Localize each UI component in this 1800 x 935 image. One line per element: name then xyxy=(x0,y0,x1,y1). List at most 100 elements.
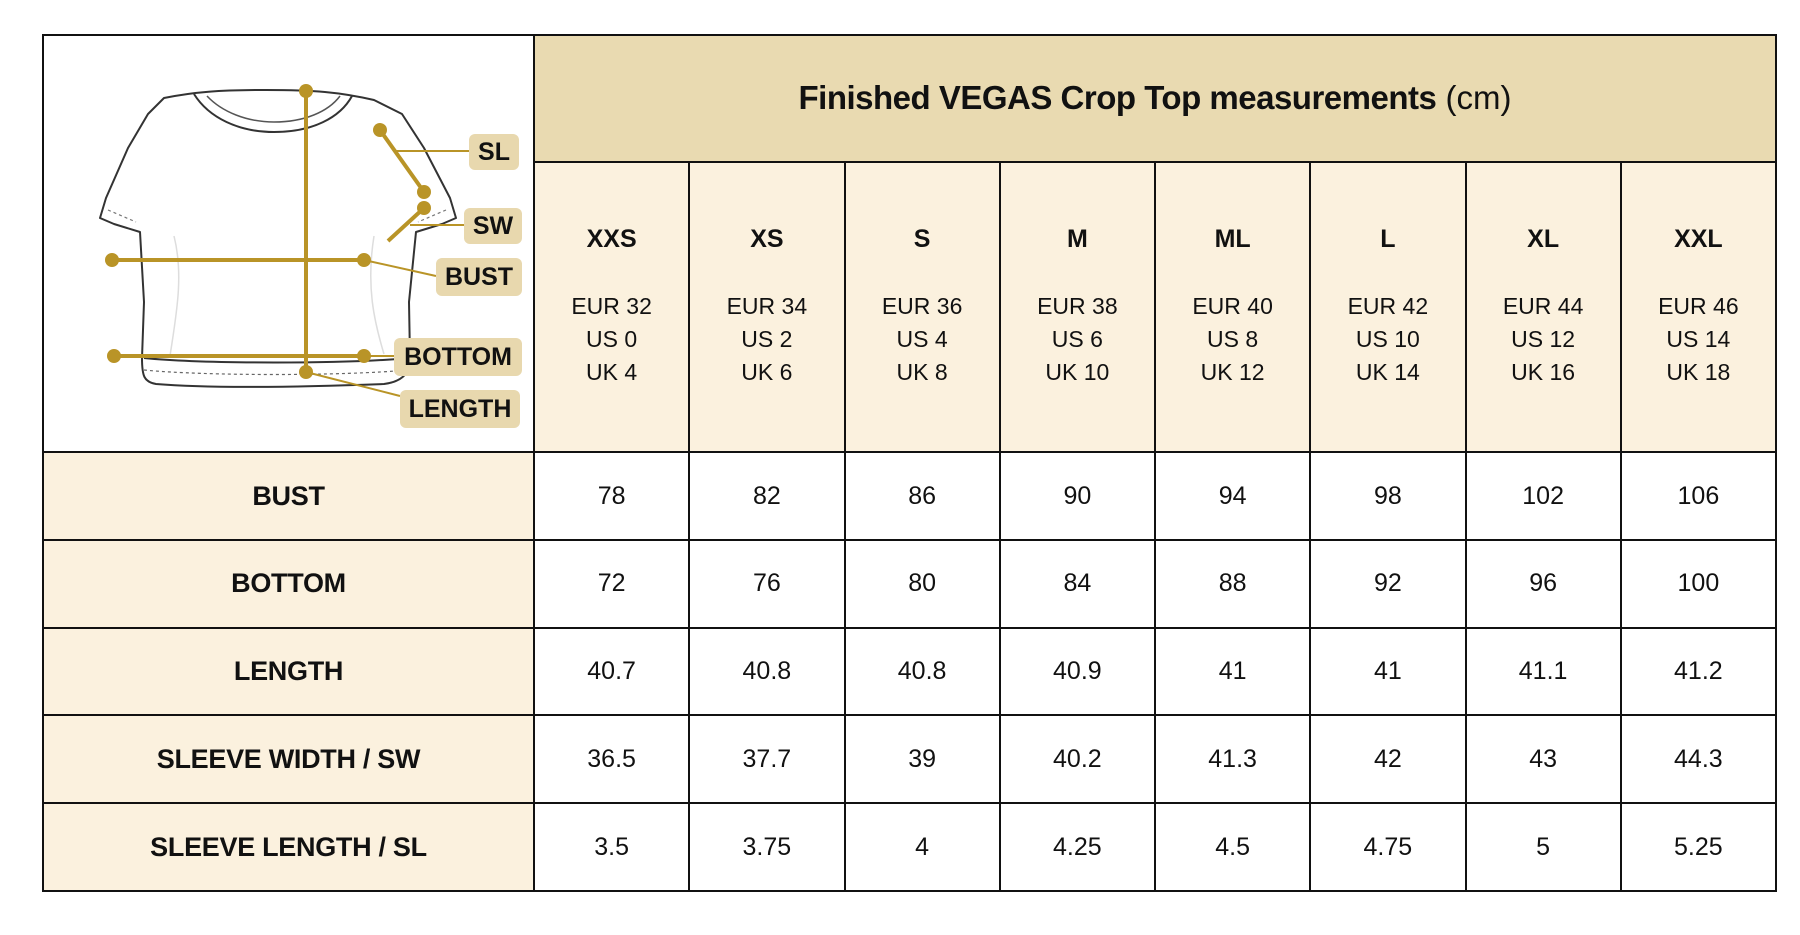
row-sleeve-width: SLEEVE WIDTH / SW 36.5 37.7 39 40.2 41.3… xyxy=(42,714,1778,805)
svg-text:BUST: BUST xyxy=(445,263,513,291)
table-cell: 36.5 xyxy=(532,714,691,805)
size-header-row: XXS EUR 32 US 0 UK 4 XS EUR 34 US 2 UK 6… xyxy=(43,160,1778,454)
table-cell: 39 xyxy=(843,714,1001,805)
size-eur: EUR 32 xyxy=(571,292,652,319)
size-name: ML xyxy=(1214,224,1251,253)
size-column-m: M EUR 38 US 6 UK 10 xyxy=(998,160,1157,454)
tag-length: LENGTH xyxy=(400,390,520,428)
tag-bottom: BOTTOM xyxy=(394,338,522,376)
size-us: US 2 xyxy=(741,325,793,352)
svg-text:SW: SW xyxy=(473,212,514,240)
size-eur: EUR 40 xyxy=(1192,292,1273,319)
table-cell: 40.2 xyxy=(998,714,1157,805)
table-cell: 106 xyxy=(1619,451,1778,541)
size-column-s: S EUR 36 US 4 UK 8 xyxy=(843,160,1001,454)
measurement-lines xyxy=(112,91,469,397)
row-bust: BUST 78 82 86 90 94 98 102 106 xyxy=(42,451,1778,541)
table-cell: 82 xyxy=(688,451,846,541)
title-row: SL SW BUST BOTTOM xyxy=(42,33,1777,454)
table-title: Finished VEGAS Crop Top measurements (cm… xyxy=(533,34,1777,163)
table-cell: 90 xyxy=(998,451,1157,541)
table-cell: 76 xyxy=(688,539,846,629)
size-eur: EUR 46 xyxy=(1658,292,1739,319)
row-bottom: BOTTOM 72 76 80 84 88 92 96 100 xyxy=(42,539,1778,629)
table-cell: 41.1 xyxy=(1464,626,1622,717)
svg-text:BOTTOM: BOTTOM xyxy=(404,343,512,371)
table-cell: 41 xyxy=(1153,626,1312,717)
size-name: XXL xyxy=(1674,224,1723,253)
size-us: US 14 xyxy=(1666,325,1731,352)
size-column-xxs: XXS EUR 32 US 0 UK 4 xyxy=(532,160,691,454)
table-cell: 88 xyxy=(1153,539,1312,629)
table-cell: 96 xyxy=(1464,539,1622,629)
table-cell: 3.5 xyxy=(532,802,691,892)
table-cell: 40.9 xyxy=(998,626,1157,717)
size-chart-table: SL SW BUST BOTTOM xyxy=(42,33,1778,892)
row-label: SLEEVE LENGTH / SL xyxy=(42,802,535,892)
size-eur: EUR 38 xyxy=(1037,292,1118,319)
size-us: US 12 xyxy=(1511,325,1576,352)
size-eur: EUR 36 xyxy=(881,292,963,319)
table-cell: 78 xyxy=(532,451,691,541)
measurement-points xyxy=(105,84,431,379)
size-name: XS xyxy=(750,224,784,253)
table-cell: 40.7 xyxy=(532,626,691,717)
table-cell: 5.25 xyxy=(1619,802,1778,892)
table-cell: 3.75 xyxy=(688,802,846,892)
size-name: L xyxy=(1380,224,1396,253)
table-cell: 41.3 xyxy=(1153,714,1312,805)
size-uk: UK 6 xyxy=(741,358,793,385)
row-label: SLEEVE WIDTH / SW xyxy=(42,714,535,805)
table-cell: 92 xyxy=(1309,539,1467,629)
row-label: LENGTH xyxy=(42,626,535,717)
row-sleeve-length: SLEEVE LENGTH / SL 3.5 3.75 4 4.25 4.5 4… xyxy=(42,802,1778,892)
table-cell: 4.25 xyxy=(998,802,1157,892)
crop-top-illustration xyxy=(99,89,457,388)
table-cell: 4.5 xyxy=(1153,802,1312,892)
size-eur: EUR 42 xyxy=(1347,292,1429,319)
row-label: BUST xyxy=(42,451,535,541)
size-uk: UK 4 xyxy=(586,358,638,385)
table-cell: 4.75 xyxy=(1309,802,1467,892)
size-column-l: L EUR 42 US 10 UK 14 xyxy=(1309,160,1467,454)
size-uk: UK 14 xyxy=(1355,358,1420,385)
table-cell: 42 xyxy=(1309,714,1467,805)
size-name: S xyxy=(913,224,931,253)
table-cell: 40.8 xyxy=(688,626,846,717)
table-cell: 86 xyxy=(843,451,1001,541)
size-uk: UK 8 xyxy=(896,358,948,385)
table-cell: 102 xyxy=(1464,451,1622,541)
row-length: LENGTH 40.7 40.8 40.8 40.9 41 41 41.1 41… xyxy=(42,626,1778,717)
title-text: Finished VEGAS Crop Top measurements xyxy=(798,79,1437,117)
garment-diagram-cell: SL SW BUST BOTTOM xyxy=(42,33,535,454)
size-column-xs: XS EUR 34 US 2 UK 6 xyxy=(688,160,846,454)
size-column-ml: ML EUR 40 US 8 UK 12 xyxy=(1153,160,1312,454)
size-us: US 6 xyxy=(1051,325,1103,352)
table-cell: 72 xyxy=(532,539,691,629)
table-cell: 5 xyxy=(1464,802,1622,892)
tag-sl: SL xyxy=(469,134,519,170)
size-uk: UK 18 xyxy=(1666,358,1731,385)
table-cell: 4 xyxy=(843,802,1001,892)
table-cell: 43 xyxy=(1464,714,1622,805)
size-uk: UK 10 xyxy=(1045,358,1110,385)
table-cell: 84 xyxy=(998,539,1157,629)
size-uk: UK 12 xyxy=(1200,358,1265,385)
table-cell: 41.2 xyxy=(1619,626,1778,717)
table-cell: 98 xyxy=(1309,451,1467,541)
table-cell: 40.8 xyxy=(843,626,1001,717)
size-name: XL xyxy=(1527,224,1560,253)
size-column-xl: XL EUR 44 US 12 UK 16 xyxy=(1464,160,1622,454)
tag-bust: BUST xyxy=(436,258,522,296)
size-column-xxl: XXL EUR 46 US 14 UK 18 xyxy=(1619,160,1778,454)
tag-sw: SW xyxy=(464,208,522,244)
size-us: US 4 xyxy=(896,325,948,352)
size-name: M xyxy=(1066,224,1088,253)
table-cell: 41 xyxy=(1309,626,1467,717)
size-us: US 8 xyxy=(1207,325,1259,352)
table-cell: 94 xyxy=(1153,451,1312,541)
diagram-tags: SL SW BUST BOTTOM xyxy=(394,134,522,428)
size-us: US 10 xyxy=(1355,325,1420,352)
title-unit: (cm) xyxy=(1445,79,1512,117)
table-cell: 37.7 xyxy=(688,714,846,805)
